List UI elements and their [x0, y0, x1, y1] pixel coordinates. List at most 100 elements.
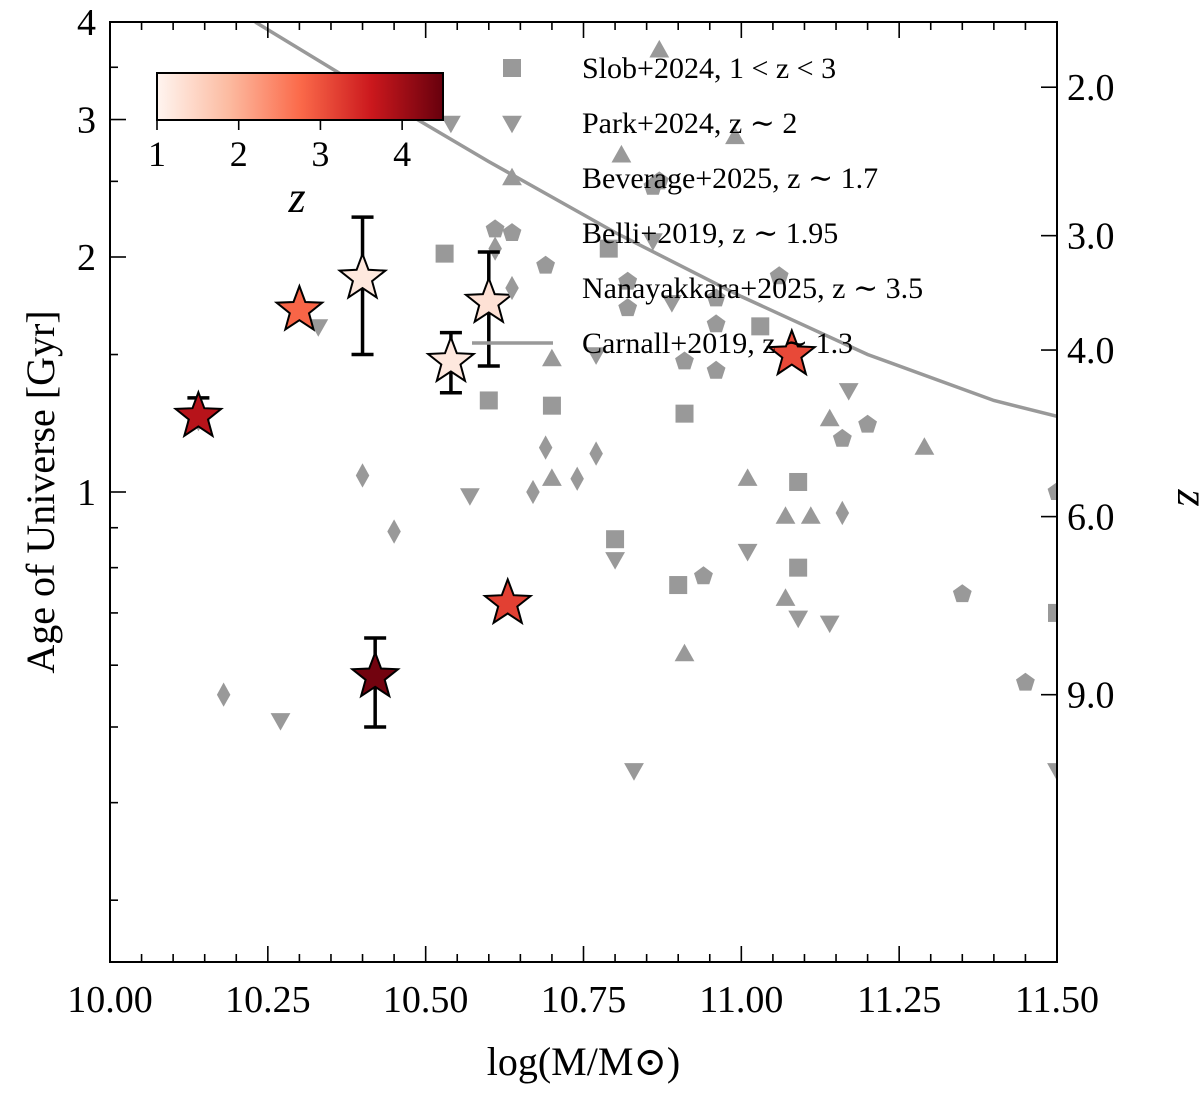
y-tick-label: 2	[77, 237, 96, 279]
triangle-up-point	[611, 144, 632, 163]
y2-axis-label: z	[1168, 488, 1200, 506]
diamond-point	[216, 682, 231, 707]
diamond-point	[387, 519, 401, 544]
diamond-point	[570, 466, 584, 491]
triangle-up-point	[725, 126, 745, 145]
square-point	[751, 317, 770, 336]
y2-tick-label: 6.0	[1067, 497, 1115, 539]
triangle-down-point	[643, 233, 663, 251]
x-axis-label: log(M/M⊙)	[487, 1039, 681, 1084]
x-tick-label: 10.25	[225, 979, 311, 1021]
pentagon-point	[832, 428, 852, 447]
legend-label: Carnall+2019, z ∼ 1.3	[582, 327, 853, 360]
star-point-1	[273, 283, 325, 332]
legend-label: Park+2024, z ∼ 2	[582, 107, 797, 140]
colorbar-tick-label: 1	[148, 134, 166, 174]
legend-diamond-swatch	[505, 275, 519, 301]
pentagon-point	[1016, 672, 1035, 691]
legend-label: Belli+2019, z ∼ 1.95	[582, 217, 838, 250]
y-tick-label: 4	[77, 2, 96, 44]
pentagon-point	[706, 288, 726, 307]
triangle-down-point	[460, 488, 480, 506]
triangle-down-point	[308, 319, 329, 337]
pentagon-point	[706, 314, 726, 333]
pentagon-point	[675, 351, 694, 370]
diamond-point	[538, 435, 553, 460]
square-point	[675, 404, 694, 423]
x-tick-label: 10.50	[383, 979, 469, 1021]
triangle-down-point	[441, 115, 461, 134]
triangle-up-point	[542, 348, 562, 367]
triangle-up-point	[914, 437, 935, 455]
square-point	[479, 391, 498, 410]
pentagon-point	[694, 566, 713, 585]
triangle-down-point	[624, 763, 644, 781]
triangle-down-point	[270, 713, 291, 731]
square-point	[542, 396, 561, 415]
star-point-6	[482, 576, 534, 626]
legend-pentagon-swatch	[502, 223, 522, 241]
pentagon-point	[536, 255, 555, 274]
star-point-2	[336, 251, 389, 300]
square-point	[789, 558, 808, 577]
colorbar-tick-label: 4	[393, 134, 411, 174]
x-tick-label: 10.75	[541, 979, 627, 1021]
pentagon-point	[618, 298, 638, 317]
triangle-up-point	[542, 468, 562, 486]
pentagon-point	[649, 171, 669, 190]
triangle-down-point	[1047, 763, 1057, 781]
pentagon-point	[858, 414, 877, 433]
colorbar-label: z	[287, 173, 305, 222]
triangle-down-point	[838, 383, 859, 401]
triangle-down-point	[662, 295, 682, 313]
square-point	[435, 244, 454, 263]
legend-triangle-up-swatch	[502, 167, 522, 186]
x-tick-label: 11.50	[1015, 979, 1099, 1021]
legend-label: Slob+2024, 1 < z < 3	[582, 52, 836, 85]
y2-tick-label: 9.0	[1067, 675, 1115, 717]
x-tick-label: 11.00	[699, 979, 783, 1021]
pentagon-point	[485, 219, 505, 238]
star-point-3	[349, 649, 401, 699]
y2-tick-label: 2.0	[1067, 67, 1115, 109]
diamond-point	[589, 441, 603, 466]
x-tick-label: 11.25	[857, 979, 941, 1021]
y2-tick-label: 3.0	[1067, 216, 1115, 258]
y-axis-label: Age of Universe [Gyr]	[18, 310, 63, 673]
triangle-down-point	[605, 552, 625, 570]
colorbar	[156, 72, 444, 121]
y2-tick-label: 4.0	[1067, 330, 1115, 372]
triangle-up-point	[775, 506, 796, 524]
triangle-down-point	[788, 610, 809, 629]
triangle-up-point	[819, 408, 840, 427]
legend-label: Beverage+2025, z ∼ 1.7	[582, 162, 878, 195]
diamond-point	[355, 463, 370, 488]
y-tick-label: 1	[77, 472, 96, 514]
triangle-down-point	[737, 543, 758, 562]
star-point-4	[425, 334, 477, 384]
triangle-up-point	[674, 643, 695, 662]
colorbar-tick-label: 2	[230, 134, 248, 174]
pentagon-point	[1047, 482, 1057, 500]
x-tick-label: 10.00	[67, 979, 153, 1021]
pentagon-point	[952, 584, 972, 603]
square-point	[1048, 603, 1057, 622]
legend-label: Nanayakkara+2025, z ∼ 3.5	[582, 272, 923, 305]
triangle-down-point	[819, 615, 840, 634]
triangle-up-point	[737, 468, 758, 486]
square-point	[669, 576, 688, 595]
triangle-up-point	[649, 39, 670, 58]
colorbar-tick-label: 3	[311, 134, 329, 174]
y-tick-label: 3	[77, 100, 96, 142]
square-point	[599, 239, 618, 258]
diamond-point	[488, 236, 502, 261]
pentagon-point	[706, 360, 726, 379]
triangle-down-point	[586, 347, 606, 365]
legend-square-swatch	[503, 59, 521, 77]
triangle-up-point	[775, 588, 796, 606]
square-point	[789, 472, 808, 491]
star-point-5	[463, 275, 515, 325]
legend-triangle-down-swatch	[502, 115, 522, 134]
square-point	[606, 530, 625, 549]
